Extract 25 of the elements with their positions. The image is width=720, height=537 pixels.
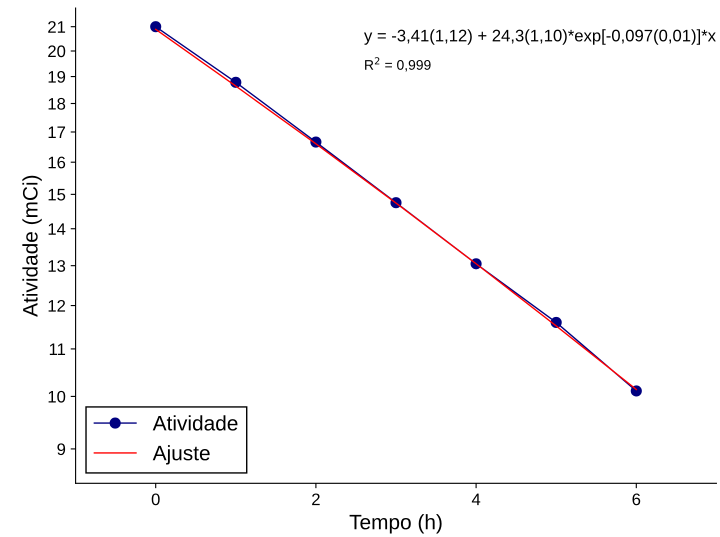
y-tick-label: 12 — [48, 300, 66, 312]
y-tick-label: 10 — [48, 390, 66, 403]
y-tick-label: 20 — [48, 45, 66, 58]
y-tick-label: 16 — [48, 156, 66, 168]
y-tick-label: 14 — [48, 223, 66, 235]
x-tick-label: 4 — [472, 494, 480, 506]
y-tick-label: 13 — [48, 260, 66, 272]
y-tick-label: 11 — [50, 343, 66, 355]
y-tick-label: 18 — [48, 98, 66, 110]
x-axis-title: Tempo (h) — [350, 514, 442, 534]
legend-label: Ajuste — [152, 445, 210, 465]
annotation: R$^{2}$ = 0,999 — [365, 57, 431, 72]
point — [150, 21, 162, 32]
y-tick-label: 15 — [48, 188, 66, 201]
x-tick-label: 0 — [152, 493, 160, 506]
y-axis-title: Atividade (mCi) — [22, 176, 42, 317]
y-tick-label: 19 — [48, 70, 66, 83]
y-tick-label: 9 — [57, 443, 66, 456]
x-tick-label: 6 — [632, 493, 640, 506]
point — [630, 385, 642, 397]
y-tick-label: 21 — [48, 21, 66, 33]
annotation: y = -3,41(1,12) + 24,3(1,10)*exp[-0,097(0,01)]*x — [364, 29, 716, 45]
legend-label: Atividade — [152, 415, 238, 431]
x-tick-label: 2 — [312, 493, 320, 506]
y-tick-label: 17 — [48, 126, 66, 138]
